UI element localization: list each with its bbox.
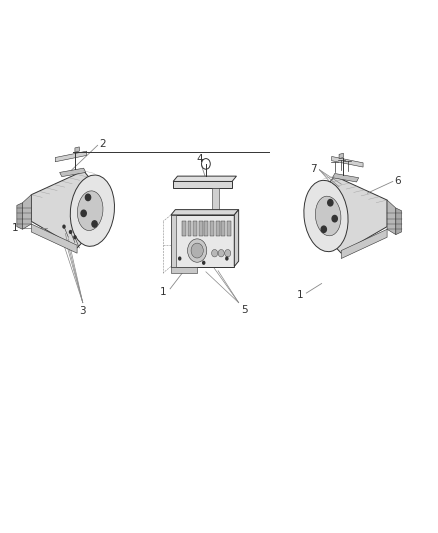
Text: 7: 7 — [310, 164, 317, 174]
Polygon shape — [324, 176, 387, 253]
Polygon shape — [332, 157, 363, 167]
Polygon shape — [396, 208, 402, 235]
Polygon shape — [339, 154, 343, 159]
Circle shape — [225, 249, 231, 257]
Polygon shape — [341, 229, 387, 259]
Text: 3: 3 — [79, 306, 86, 317]
Text: 6: 6 — [395, 176, 401, 186]
Polygon shape — [31, 171, 95, 248]
Circle shape — [218, 249, 224, 257]
Text: 1: 1 — [11, 223, 18, 233]
Circle shape — [187, 239, 207, 262]
Bar — [187, 221, 191, 236]
Ellipse shape — [315, 196, 341, 236]
Polygon shape — [332, 173, 359, 182]
Circle shape — [62, 224, 66, 229]
Bar — [205, 221, 208, 236]
Ellipse shape — [70, 175, 114, 246]
Polygon shape — [17, 203, 22, 229]
Circle shape — [202, 261, 205, 265]
Polygon shape — [234, 209, 239, 266]
Polygon shape — [60, 168, 86, 176]
Circle shape — [328, 199, 333, 206]
Text: 2: 2 — [99, 139, 106, 149]
Bar — [210, 221, 214, 236]
Text: 5: 5 — [241, 305, 247, 315]
Polygon shape — [173, 181, 232, 188]
Text: 1: 1 — [297, 289, 303, 300]
Polygon shape — [171, 215, 176, 266]
Circle shape — [191, 243, 203, 258]
Bar — [182, 221, 186, 236]
Polygon shape — [387, 200, 396, 235]
Polygon shape — [75, 147, 79, 152]
Circle shape — [178, 256, 181, 261]
Polygon shape — [171, 215, 234, 266]
Circle shape — [73, 235, 77, 239]
Circle shape — [212, 249, 218, 257]
Polygon shape — [171, 209, 239, 215]
Polygon shape — [171, 266, 197, 273]
Circle shape — [225, 256, 229, 261]
Circle shape — [69, 230, 72, 234]
Bar — [221, 221, 225, 236]
Polygon shape — [173, 176, 237, 181]
Circle shape — [321, 226, 326, 232]
Circle shape — [92, 221, 97, 227]
Circle shape — [85, 194, 91, 200]
Ellipse shape — [304, 180, 348, 252]
Bar — [227, 221, 231, 236]
Bar — [193, 221, 197, 236]
Polygon shape — [212, 188, 219, 216]
Text: 4: 4 — [196, 154, 203, 164]
Circle shape — [332, 215, 337, 222]
Ellipse shape — [78, 191, 103, 230]
Bar — [199, 221, 203, 236]
Text: 1: 1 — [160, 287, 166, 297]
Polygon shape — [55, 151, 87, 162]
Polygon shape — [22, 195, 31, 229]
Polygon shape — [31, 224, 77, 253]
Circle shape — [81, 210, 86, 216]
Bar — [215, 221, 219, 236]
